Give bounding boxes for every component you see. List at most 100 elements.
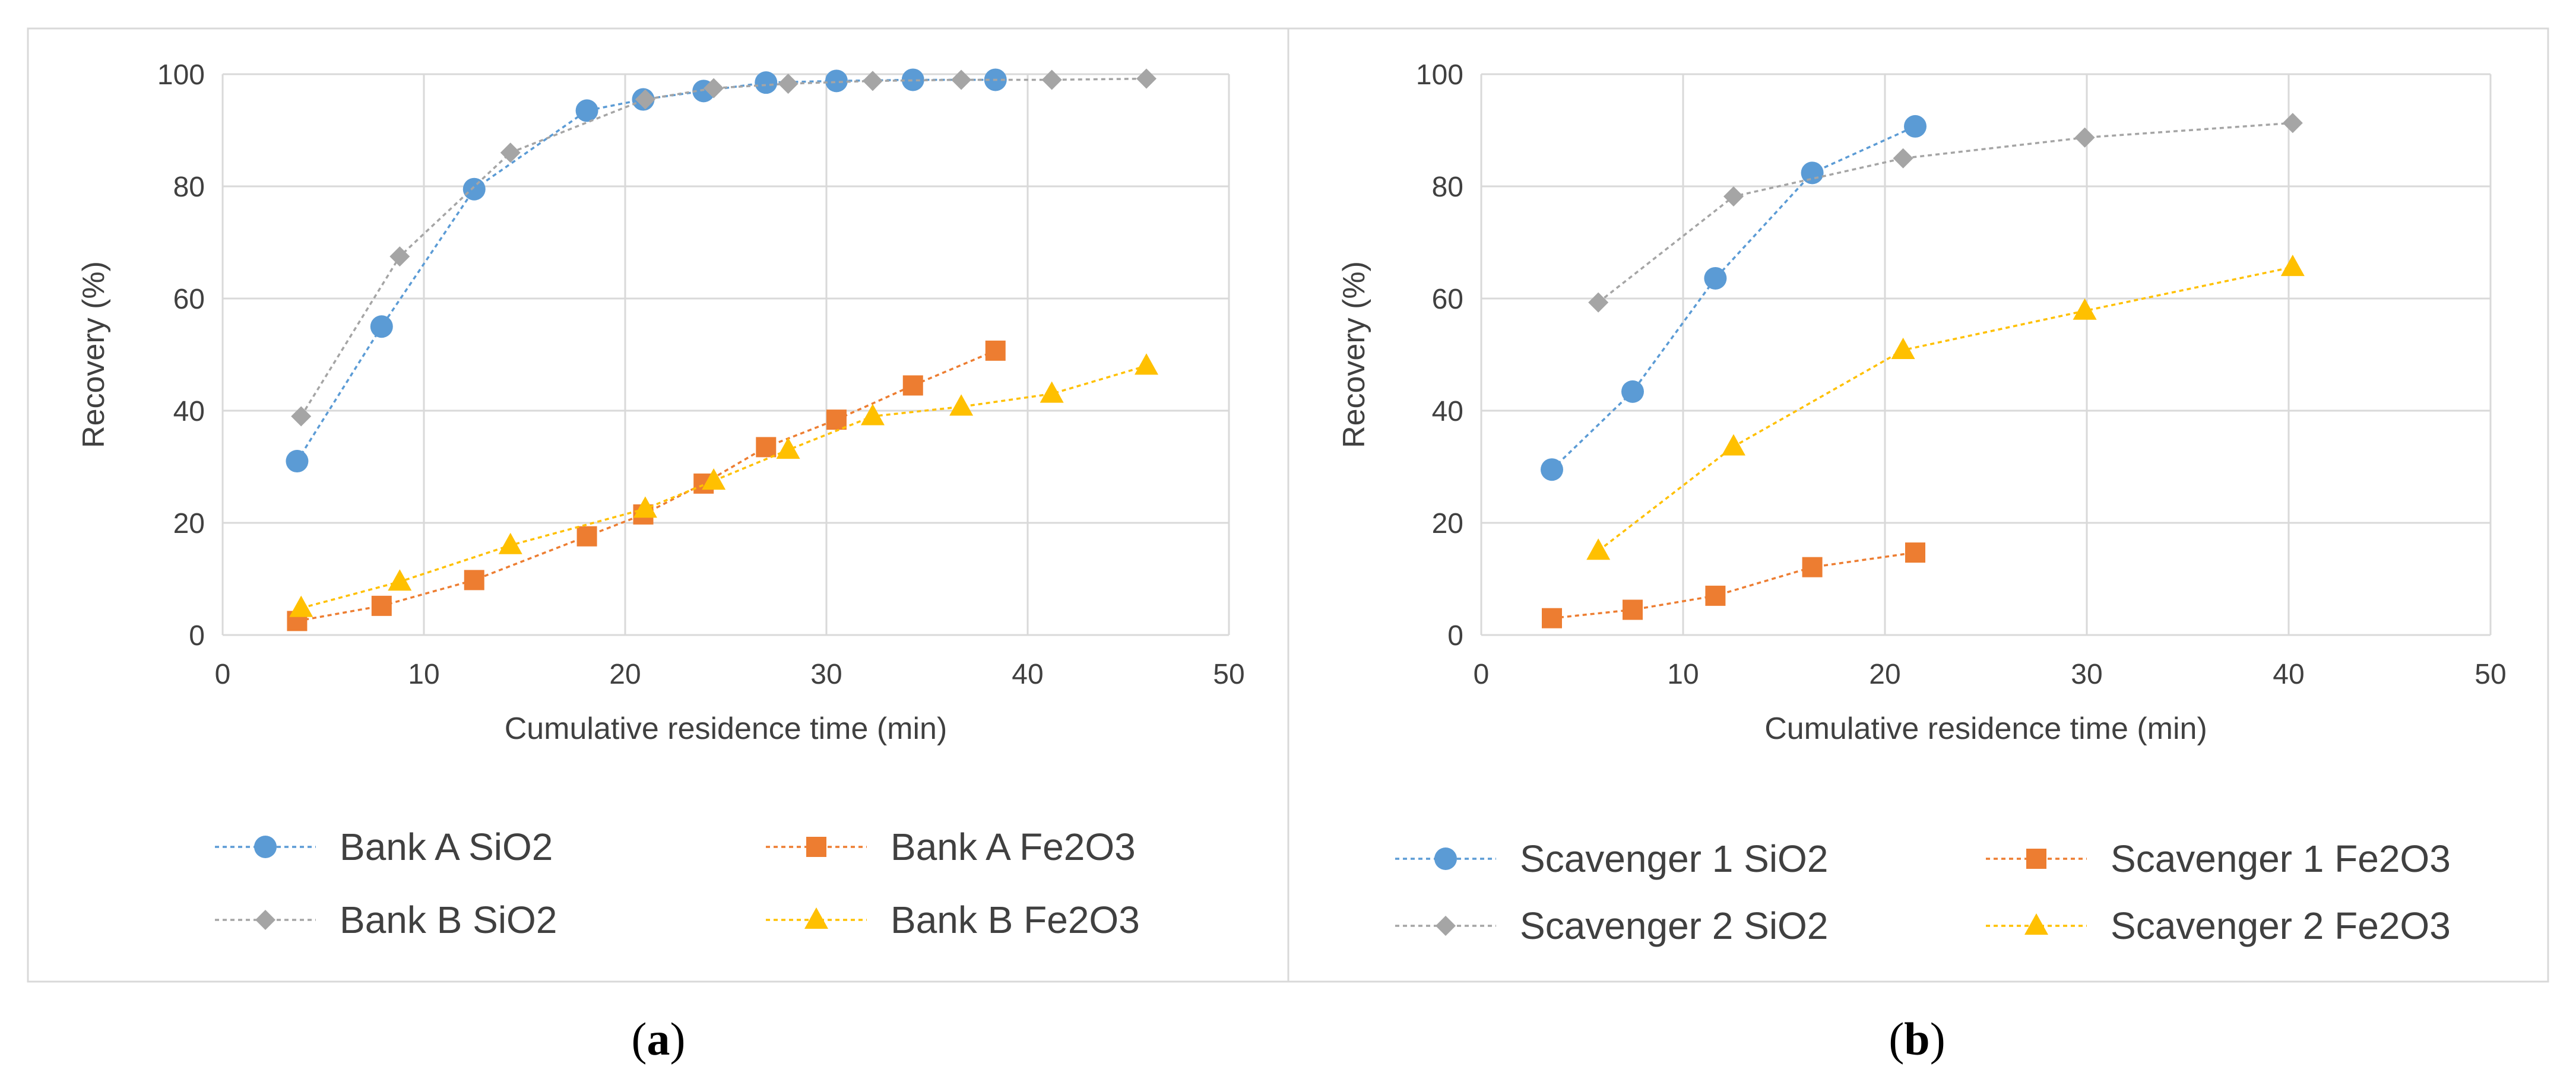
x-tick-label: 10	[1667, 659, 1699, 690]
legend-label: Scavenger 1 Fe2O3	[2111, 837, 2451, 880]
y-tick-label: 40	[173, 396, 205, 427]
legend-label: Bank A Fe2O3	[891, 826, 1136, 868]
y-tick-label: 20	[1432, 508, 1463, 539]
data-point	[498, 532, 522, 554]
y-tick-label: 60	[173, 284, 205, 315]
x-tick-label: 30	[2071, 659, 2102, 690]
x-tick-label: 0	[1474, 659, 1490, 690]
x-tick-label: 0	[215, 659, 231, 690]
gridlines	[1480, 73, 2492, 636]
data-point	[462, 177, 486, 201]
data-point	[825, 69, 848, 93]
data-point	[1705, 585, 1726, 606]
data-point	[1905, 542, 1925, 563]
legend-marker	[804, 907, 828, 929]
panel-label: (a)	[632, 1013, 686, 1065]
x-tick-label: 30	[810, 659, 842, 690]
data-point	[1541, 458, 1563, 481]
x-tick-label: 10	[408, 659, 439, 690]
y-tick-label: 0	[1447, 620, 1463, 652]
legend-item: Scavenger 2 SiO2	[1395, 904, 1828, 947]
series-bank-a-fe2o3	[287, 340, 1006, 631]
gridlines	[221, 73, 1230, 636]
legend-item: Scavenger 1 Fe2O3	[1986, 837, 2451, 880]
x-axis-title: Cumulative residence time (min)	[505, 712, 948, 746]
chart-panel-b: 0 20 40 60 80 100 0 10 20 30 40 50 Cumulative reside…	[1287, 27, 2549, 1065]
legend-label: Bank A SiO2	[340, 826, 553, 868]
series-line	[1551, 551, 1916, 620]
series-line	[1598, 266, 2293, 552]
data-point	[576, 526, 597, 547]
legend-label: Scavenger 2 SiO2	[1520, 904, 1828, 947]
data-point	[370, 315, 393, 338]
y-tick-label: 80	[1432, 172, 1463, 203]
legend-marker	[1436, 916, 1456, 936]
legend-item: Scavenger 2 Fe2O3	[1986, 904, 2451, 947]
x-tick-label: 50	[2474, 659, 2506, 690]
y-tick-label: 100	[157, 59, 205, 91]
data-point	[1621, 380, 1644, 403]
data-point	[1040, 381, 1064, 403]
series-line	[1598, 122, 2293, 303]
data-point	[756, 437, 777, 458]
series-line	[297, 350, 996, 623]
y-tick-label: 20	[173, 508, 205, 539]
series-scavenger-2-fe2o3	[1586, 255, 2305, 560]
legend-item: Bank B Fe2O3	[766, 899, 1140, 941]
data-point	[2073, 298, 2097, 320]
data-point	[1542, 608, 1562, 628]
data-point	[951, 69, 972, 90]
y-tick-label: 60	[1432, 284, 1463, 315]
data-point	[949, 394, 974, 416]
data-point	[633, 496, 657, 518]
data-point	[826, 409, 847, 430]
legend-label: Scavenger 2 Fe2O3	[2111, 904, 2451, 947]
series-line	[1551, 125, 1916, 471]
data-point	[860, 404, 885, 426]
panel-label: (b)	[1889, 1013, 1945, 1065]
data-point	[286, 450, 309, 473]
series-scavenger-2-sio2	[1588, 113, 2303, 313]
data-point	[1135, 353, 1159, 375]
x-tick-label: 50	[1213, 659, 1244, 690]
data-point	[1623, 599, 1643, 620]
data-point	[1723, 186, 1744, 207]
data-point	[1588, 292, 1609, 313]
legend-marker	[1434, 847, 1457, 870]
data-point	[1136, 68, 1157, 89]
data-point	[389, 246, 410, 267]
y-tick-label: 100	[1416, 59, 1463, 91]
y-axis-title: Recovery (%)	[1337, 261, 1371, 448]
x-tick-label: 40	[2273, 659, 2304, 690]
series-line	[300, 77, 1147, 417]
data-point	[901, 68, 924, 91]
data-point	[1904, 115, 1927, 138]
data-point	[985, 340, 1006, 361]
tick-labels: 0 20 40 60 80 100 0 10 20 30 40 50	[157, 59, 1245, 690]
data-point	[1893, 148, 1913, 169]
data-point	[500, 142, 521, 163]
data-point	[1722, 434, 1745, 456]
data-point	[2074, 127, 2095, 148]
x-axis-title: Cumulative residence time (min)	[1764, 712, 2207, 746]
data-point	[862, 71, 883, 91]
data-point	[464, 570, 484, 591]
legend-item: Scavenger 1 SiO2	[1395, 837, 1828, 880]
legend-item: Bank B SiO2	[215, 899, 557, 941]
y-tick-label: 0	[189, 620, 205, 652]
y-tick-label: 80	[173, 172, 205, 203]
legend-marker	[2026, 849, 2046, 869]
legend-label: Scavenger 1 SiO2	[1520, 837, 1828, 880]
legend-marker	[806, 837, 826, 857]
y-axis-title: Recovery (%)	[77, 261, 111, 448]
data-point	[1801, 161, 1824, 185]
legend-label: Bank B Fe2O3	[891, 899, 1140, 941]
data-point	[1802, 557, 1823, 577]
chart-panel-a: 0 20 40 60 80 100 0 10 20 30 40 50 Cumulative reside…	[27, 27, 1289, 1065]
data-point	[1586, 538, 1611, 560]
data-point	[776, 437, 800, 459]
legend: Scavenger 1 SiO2 Scavenger 1 Fe2O3 Scaveng…	[1395, 837, 2451, 947]
data-point	[291, 406, 312, 427]
data-point	[702, 468, 726, 490]
